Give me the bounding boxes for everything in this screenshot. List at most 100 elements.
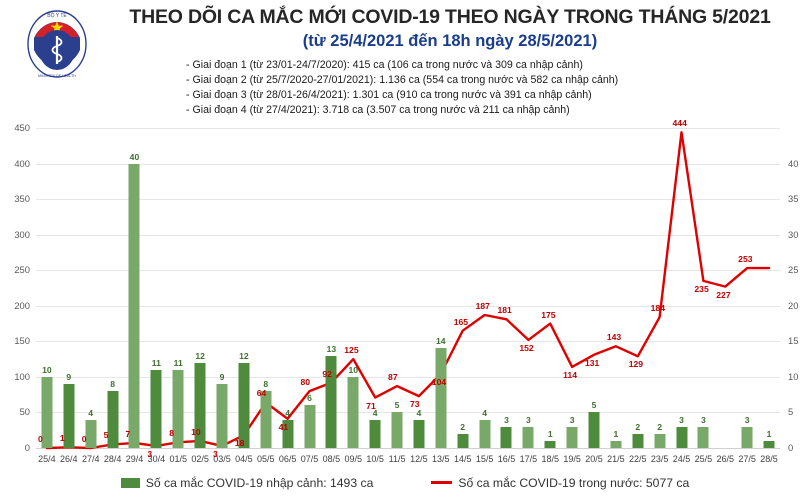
bar-column[interactable]: 3 — [517, 128, 539, 448]
bar-column[interactable]: 10 — [36, 128, 58, 448]
bar[interactable] — [632, 433, 644, 448]
bar-column[interactable]: 10 — [342, 128, 364, 448]
line-value-label: 0 — [37, 434, 43, 444]
bar[interactable] — [741, 426, 753, 448]
domestic-cases-line — [45, 131, 771, 450]
bar[interactable] — [676, 426, 688, 448]
bar-value-label: 4 — [372, 407, 378, 418]
bar[interactable] — [610, 440, 622, 448]
bar[interactable] — [260, 391, 272, 448]
bar[interactable] — [369, 419, 381, 448]
bar[interactable] — [479, 419, 491, 448]
bar-column[interactable]: 1 — [605, 128, 627, 448]
bar[interactable] — [282, 419, 294, 448]
bar-column[interactable]: 3 — [671, 128, 693, 448]
bar-value-label: 12 — [195, 350, 205, 361]
bar-column[interactable]: 2 — [649, 128, 671, 448]
bar-value-label: 3 — [701, 414, 706, 425]
bar[interactable] — [325, 355, 337, 448]
bar[interactable] — [391, 412, 403, 448]
bar-value-label: 8 — [263, 379, 269, 390]
bar-value-label: 3 — [569, 414, 575, 425]
bar-column[interactable]: 4 — [474, 128, 496, 448]
bar[interactable] — [654, 433, 666, 448]
bar[interactable] — [63, 384, 75, 448]
bar-column[interactable]: 8 — [255, 128, 277, 448]
bar[interactable] — [107, 391, 119, 448]
bar[interactable] — [194, 362, 206, 448]
bar-column[interactable]: 5 — [386, 128, 408, 448]
bar[interactable] — [41, 376, 53, 448]
x-axis-tick-label: 28/4 — [103, 454, 122, 464]
bar-column[interactable]: 2 — [627, 128, 649, 448]
bar[interactable] — [172, 369, 184, 448]
bar-value-label: 3 — [504, 414, 509, 425]
bar-column[interactable]: 3 — [692, 128, 714, 448]
bar-column[interactable]: 8 — [102, 128, 124, 448]
right-axis-tick-label: 30 — [788, 228, 799, 240]
gridline — [36, 128, 780, 129]
gridline — [36, 376, 780, 378]
bar-column[interactable]: 1 — [539, 128, 561, 448]
bar-column[interactable]: 6 — [299, 128, 321, 448]
bar[interactable] — [347, 376, 359, 448]
bar-column[interactable]: 2 — [452, 128, 474, 448]
bar-column[interactable]: 1 — [758, 128, 780, 448]
x-axis-tick-label: 16/5 — [497, 454, 516, 464]
chart-legend: Số ca mắc COVID-19 nhập cảnh: 1493 ca Số… — [0, 468, 810, 497]
line-value-label: 104 — [431, 377, 447, 388]
bar-column[interactable]: 3 — [561, 128, 583, 448]
bar-column[interactable]: 4 — [80, 128, 102, 448]
bar[interactable] — [128, 163, 140, 448]
bar-column[interactable]: 40 — [124, 128, 146, 448]
bar-value-label: 4 — [416, 407, 422, 418]
bar-column[interactable]: 9 — [58, 128, 80, 448]
x-axis-tick-label: 24/5 — [672, 454, 691, 464]
right-axis-tick-label: 10 — [788, 370, 799, 382]
bar[interactable] — [304, 405, 316, 448]
bar[interactable] — [238, 362, 250, 448]
bar[interactable] — [697, 426, 709, 448]
bar[interactable] — [85, 419, 97, 448]
bar-column[interactable]: 11 — [167, 128, 189, 448]
bar-column[interactable] — [714, 128, 736, 448]
page-title: THEO DÕI CA MẮC MỚI COVID-19 THEO NGÀY T… — [129, 6, 771, 28]
legend-item-domestic[interactable]: Số ca mắc COVID-19 trong nước: 5077 ca — [431, 476, 689, 490]
bar-value-label: 4 — [285, 407, 291, 418]
line-value-label: 253 — [738, 254, 753, 265]
gridline — [36, 341, 780, 343]
bar-column[interactable]: 4 — [408, 128, 430, 448]
bar-column[interactable]: 14 — [430, 128, 452, 448]
bar[interactable] — [566, 426, 578, 448]
bar[interactable] — [588, 412, 600, 448]
bar-value-label: 1 — [613, 428, 619, 439]
line-value-label: 71 — [366, 400, 376, 411]
bar[interactable] — [435, 348, 447, 448]
right-axis-tick-label: 35 — [788, 193, 799, 205]
bar[interactable] — [413, 419, 425, 448]
bar-column[interactable]: 9 — [211, 128, 233, 448]
bar-column[interactable]: 5 — [583, 128, 605, 448]
legend-item-imported[interactable]: Số ca mắc COVID-19 nhập cảnh: 1493 ca — [120, 476, 373, 490]
bar[interactable] — [763, 440, 775, 448]
line-value-label: 235 — [694, 283, 709, 294]
bar[interactable] — [150, 369, 162, 448]
right-axis-tick-label: 5 — [788, 406, 794, 418]
bar-column[interactable]: 13 — [320, 128, 342, 448]
bar[interactable] — [500, 426, 512, 448]
bar-column[interactable]: 3 — [496, 128, 518, 448]
x-axis-tick-label: 29/4 — [125, 454, 144, 464]
bar[interactable] — [457, 433, 469, 448]
bar-column[interactable]: 12 — [189, 128, 211, 448]
bar-column[interactable]: 4 — [364, 128, 386, 448]
bar-column[interactable]: 4 — [277, 128, 299, 448]
bar[interactable] — [522, 426, 534, 448]
bar-column[interactable]: 11 — [145, 128, 167, 448]
gridline — [36, 199, 780, 201]
bar-column[interactable]: 12 — [233, 128, 255, 448]
x-axis-tick-label: 26/5 — [716, 454, 735, 464]
bar[interactable] — [544, 440, 556, 448]
bar[interactable] — [216, 384, 228, 448]
bar-column[interactable]: 3 — [736, 128, 758, 448]
